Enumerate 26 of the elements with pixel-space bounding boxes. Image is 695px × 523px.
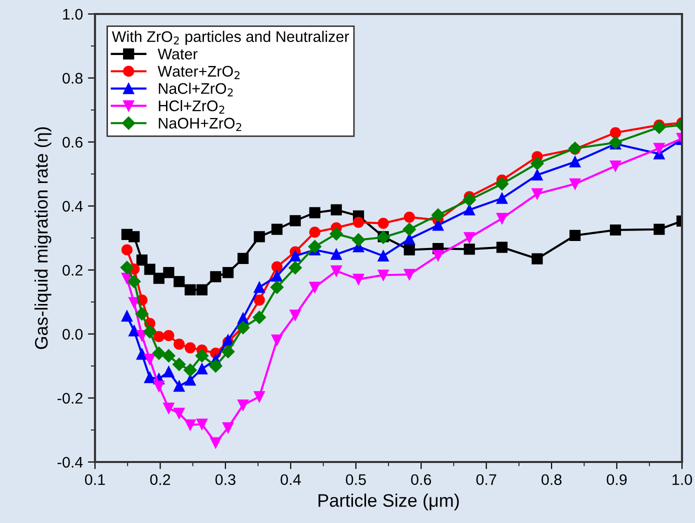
y-tick-label: 0.0 (62, 328, 83, 340)
legend-title: With ZrO$_{2}$ particles and Neutralizer (112, 30, 350, 46)
x-tick-label: 0.2 (150, 474, 170, 486)
x-tick-label: 1.0 (672, 474, 692, 486)
legend-label: Water (158, 48, 198, 60)
x-tick-label: 0.5 (346, 474, 366, 486)
legend-label: HCl+ZrO$_{2}$ (158, 100, 224, 114)
x-tick-label: 0.8 (542, 474, 562, 486)
x-tick-label: 0.3 (215, 474, 236, 486)
x-tick-label: 0.9 (606, 474, 627, 486)
x-tick-label: 0.6 (411, 474, 432, 486)
legend-label: NaOH+ZrO$_{2}$ (158, 118, 242, 131)
legend-label: Water+ZrO$_{2}$ (158, 66, 240, 80)
x-axis-title: Particle Size (μm) (318, 494, 459, 510)
legend-label: NaCl+ZrO$_{2}$ (158, 82, 233, 96)
y-tick-label: -0.4 (58, 456, 83, 468)
y-axis-title: Gas-liquid migration rate (η) (34, 127, 52, 349)
y-tick-label: 0.4 (62, 200, 83, 212)
y-tick-label: 0.2 (62, 264, 82, 276)
y-tick-label: -0.2 (58, 392, 82, 404)
y-tick-label: 0.6 (62, 136, 83, 148)
x-tick-label: 0.1 (84, 474, 105, 486)
y-tick-label: 0.8 (62, 72, 83, 84)
x-tick-label: 0.7 (476, 474, 496, 486)
x-tick-label: 0.4 (280, 474, 301, 486)
y-tick-label: 1.0 (63, 8, 83, 20)
